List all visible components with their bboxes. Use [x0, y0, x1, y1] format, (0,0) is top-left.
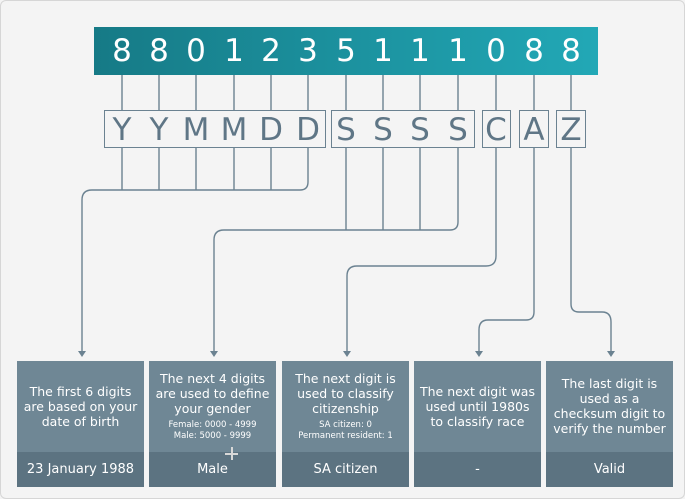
code-letter: Z: [560, 112, 582, 148]
gender-code-box: [331, 110, 475, 148]
id-digit: 8: [524, 33, 544, 69]
card-result: 23 January 1988: [17, 452, 144, 487]
card-note-list: Female: 0000 - 4999 Male: 5000 - 9999: [168, 420, 256, 442]
card-note: Female: 0000 - 4999: [168, 419, 257, 430]
card-note: SA citizen: 0: [319, 419, 372, 430]
card-description: The first 6 digits are based on your dat…: [23, 361, 138, 451]
id-digit: 8: [561, 33, 581, 69]
code-letter: C: [485, 112, 507, 148]
card-result: Male: [149, 452, 276, 487]
code-letter: D: [259, 112, 283, 148]
code-letter: D: [296, 112, 320, 148]
id-digit: 0: [486, 33, 506, 69]
id-digit: 1: [224, 33, 244, 69]
card-note: Male: 5000 - 9999: [173, 430, 252, 441]
code-letter: S: [410, 112, 430, 148]
card-description: The last digit is used as a checksum dig…: [552, 361, 667, 451]
card-description-text: The last digit is used as a checksum dig…: [553, 376, 666, 436]
id-digit: 1: [448, 33, 468, 69]
card-description: The next 4 digits are used to define you…: [155, 361, 270, 451]
gender-card: The next 4 digits are used to define you…: [149, 361, 276, 487]
card-note: Permanent resident: 1: [298, 430, 393, 441]
card-result: -: [414, 452, 541, 487]
card-description-text: The first 6 digits are based on your dat…: [23, 383, 138, 429]
checksum-code-box: [556, 110, 586, 148]
code-letter: M: [220, 112, 248, 148]
race-card: The next digit was used until 1980s to c…: [414, 361, 541, 487]
citizenship-code-box: [482, 110, 511, 148]
code-letter: M: [182, 112, 210, 148]
id-digit: 1: [373, 33, 393, 69]
id-digit: 3: [298, 33, 318, 69]
id-digit: 2: [261, 33, 281, 69]
code-letter: Y: [149, 112, 169, 148]
code-letter: S: [448, 112, 468, 148]
id-digit: 8: [112, 33, 132, 69]
id-number-bar: [94, 27, 598, 75]
card-result: Valid: [546, 452, 673, 487]
code-letter: S: [336, 112, 356, 148]
card-result: SA citizen: [282, 452, 409, 487]
card-note-list: SA citizen: 0 Permanent resident: 1: [298, 420, 393, 442]
crosshair-cursor-icon: [225, 447, 238, 460]
id-digit: 8: [149, 33, 169, 69]
id-digit: 5: [336, 33, 356, 69]
race-code-box: [519, 110, 549, 148]
code-letter: Y: [112, 112, 132, 148]
date-of-birth-code-box: [104, 110, 326, 148]
id-digit: 1: [410, 33, 430, 69]
card-description-text: The next digit is used to classify citiz…: [295, 370, 396, 416]
card-description-text: The next digit was used until 1980s to c…: [420, 383, 535, 429]
citizenship-card: The next digit is used to classify citiz…: [282, 361, 409, 487]
card-description: The next digit is used to classify citiz…: [288, 361, 403, 451]
card-description-text: The next 4 digits are used to define you…: [155, 370, 270, 416]
checksum-card: The last digit is used as a checksum dig…: [546, 361, 673, 487]
date-of-birth-card: The first 6 digits are based on your dat…: [17, 361, 144, 487]
code-letter: S: [373, 112, 393, 148]
card-description: The next digit was used until 1980s to c…: [420, 361, 535, 451]
id-digit: 0: [186, 33, 206, 69]
code-letter: A: [523, 112, 545, 148]
